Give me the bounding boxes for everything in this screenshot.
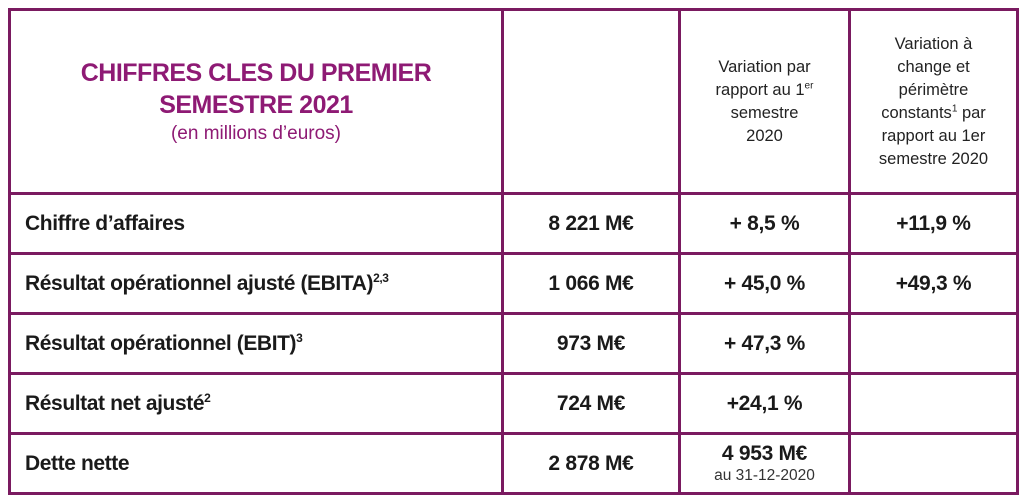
- header-variation-line-1: Variation par: [718, 57, 811, 76]
- table-row: Résultat opérationnel ajusté (EBITA)2,3 …: [8, 252, 1019, 315]
- row-variation-cell: + 47,3 %: [678, 312, 851, 375]
- row-label-cell: Chiffre d’affaires: [8, 192, 504, 255]
- row-variation-constant-cell: [848, 372, 1019, 435]
- header-const-line-1: Variation à: [894, 34, 973, 53]
- row-label-text: Dette nette: [25, 451, 130, 475]
- row-variation-constant-cell: +11,9 %: [848, 192, 1019, 255]
- row-label: Résultat net ajusté2: [25, 390, 211, 415]
- row-value-cell: 724 M€: [501, 372, 681, 435]
- row-value-cell: 8 221 M€: [501, 192, 681, 255]
- row-value: 1 066 M€: [548, 271, 634, 295]
- table-row: Résultat net ajusté2 724 M€ +24,1 %: [8, 372, 1019, 435]
- header-variation-line-4: 2020: [746, 126, 783, 145]
- table-row: Résultat opérationnel (EBIT)3 973 M€ + 4…: [8, 312, 1019, 375]
- header-value-cell: [501, 8, 681, 195]
- row-variation-cell: 4 953 M€ au 31-12-2020: [678, 432, 851, 495]
- header-variation-cell: Variation par rapport au 1er semestre 20…: [678, 8, 851, 195]
- header-const-line-2: change et: [897, 57, 970, 76]
- table-title-line-2: SEMESTRE 2021: [159, 90, 353, 119]
- key-figures-table: CHIFFRES CLES DU PREMIER SEMESTRE 2021 (…: [8, 8, 1019, 495]
- row-variation-cell: + 45,0 %: [678, 252, 851, 315]
- row-label-cell: Résultat opérationnel ajusté (EBITA)2,3: [8, 252, 504, 315]
- row-label-cell: Résultat net ajusté2: [8, 372, 504, 435]
- header-variation-superscript: er: [804, 80, 814, 91]
- row-variation-constant-cell: [848, 432, 1019, 495]
- header-variation-constant-cell: Variation à change et périmètre constant…: [848, 8, 1019, 195]
- row-variation: 4 953 M€: [721, 441, 808, 465]
- header-const-superscript: 1: [951, 103, 958, 114]
- row-label-text: Résultat opérationnel (EBIT): [25, 331, 297, 355]
- row-label-text: Résultat opérationnel ajusté (EBITA): [25, 271, 374, 295]
- header-variation-line-3: semestre: [730, 103, 799, 122]
- table-subtitle: (en millions d’euros): [170, 122, 341, 144]
- header-const-line-4-post: par: [957, 103, 986, 122]
- key-figures-table-container: CHIFFRES CLES DU PREMIER SEMESTRE 2021 (…: [8, 8, 1019, 495]
- row-value: 724 M€: [556, 391, 626, 415]
- row-label-superscript: 2: [204, 390, 211, 405]
- header-const-line-5: rapport au 1er: [881, 126, 986, 145]
- row-value: 973 M€: [556, 331, 626, 355]
- row-variation-constant-cell: [848, 312, 1019, 375]
- row-variation-constant-cell: +49,3 %: [848, 252, 1019, 315]
- row-label-superscript: 2,3: [373, 270, 389, 285]
- row-variation: + 8,5 %: [729, 211, 800, 235]
- header-const-line-4-text: constants: [881, 103, 952, 122]
- table-title: CHIFFRES CLES DU PREMIER SEMESTRE 2021: [13, 57, 500, 121]
- row-label-text: Chiffre d’affaires: [25, 211, 185, 235]
- table-row: Dette nette 2 878 M€ 4 953 M€ au 31-12-2…: [8, 432, 1019, 495]
- row-label: Dette nette: [25, 451, 130, 475]
- row-label: Résultat opérationnel (EBIT)3: [25, 330, 303, 355]
- row-label: Chiffre d’affaires: [25, 212, 185, 235]
- table-row: Chiffre d’affaires 8 221 M€ + 8,5 % +11,…: [8, 192, 1019, 255]
- row-variation-constant: +49,3 %: [895, 271, 972, 295]
- row-value: 2 878 M€: [548, 451, 634, 475]
- header-const-line-4: constants1 par: [857, 102, 1010, 125]
- row-value-cell: 973 M€: [501, 312, 681, 375]
- row-variation-note: au 31-12-2020: [714, 466, 815, 484]
- header-const-line-3: périmètre: [898, 80, 969, 99]
- row-label-cell: Résultat opérationnel (EBIT)3: [8, 312, 504, 375]
- row-label-cell: Dette nette: [8, 432, 504, 495]
- row-variation-constant: +11,9 %: [896, 211, 971, 235]
- row-variation: +24,1 %: [726, 391, 803, 415]
- table-title-cell: CHIFFRES CLES DU PREMIER SEMESTRE 2021 (…: [8, 8, 504, 195]
- header-variation-line-2-text: rapport au 1: [715, 80, 805, 99]
- header-variation: Variation par rapport au 1er semestre 20…: [683, 56, 847, 148]
- row-variation-cell: +24,1 %: [678, 372, 851, 435]
- row-value: 8 221 M€: [548, 211, 634, 235]
- row-variation: + 47,3 %: [723, 331, 806, 355]
- row-label: Résultat opérationnel ajusté (EBITA)2,3: [25, 272, 389, 295]
- row-label-text: Résultat net ajusté: [25, 391, 205, 415]
- row-value-cell: 1 066 M€: [501, 252, 681, 315]
- header-const-line-6: semestre 2020: [878, 149, 989, 168]
- header-variation-constant: Variation à change et périmètre constant…: [853, 33, 1015, 171]
- header-variation-line-2: rapport au 1er: [687, 79, 842, 102]
- row-label-superscript: 3: [296, 330, 303, 345]
- row-variation: + 45,0 %: [723, 271, 806, 295]
- row-variation-cell: + 8,5 %: [678, 192, 851, 255]
- row-value-cell: 2 878 M€: [501, 432, 681, 495]
- table-header-row: CHIFFRES CLES DU PREMIER SEMESTRE 2021 (…: [8, 8, 1019, 195]
- table-title-line-1: CHIFFRES CLES DU PREMIER: [80, 58, 432, 87]
